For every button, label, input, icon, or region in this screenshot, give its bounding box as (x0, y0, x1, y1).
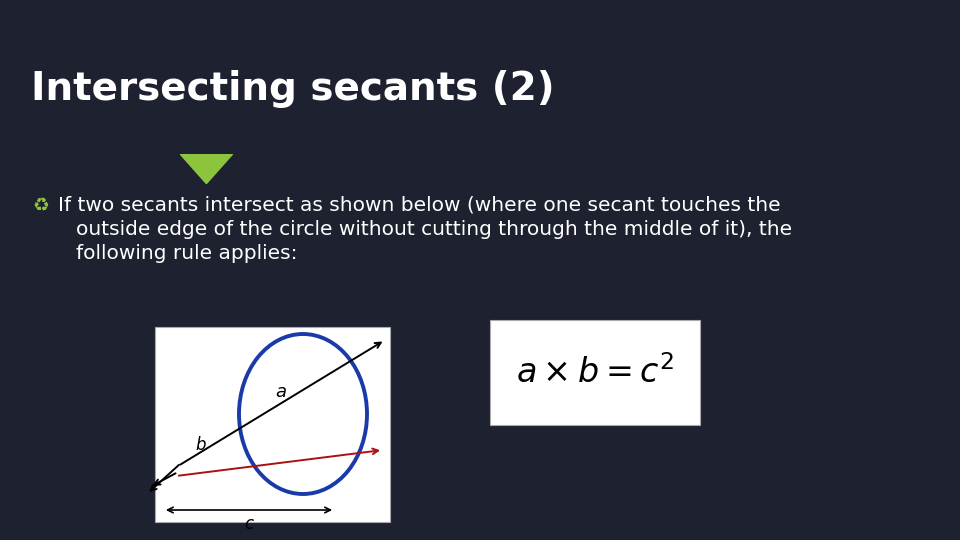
Text: ♻: ♻ (32, 196, 49, 215)
Text: $b$: $b$ (195, 436, 207, 454)
Text: $c$: $c$ (244, 516, 254, 533)
Bar (490, 320, 700, 425)
Bar (155, 327, 390, 522)
Text: If two secants intersect as shown below (where one secant touches the: If two secants intersect as shown below … (58, 196, 780, 215)
Text: outside edge of the circle without cutting through the middle of it), the: outside edge of the circle without cutti… (76, 220, 792, 239)
Text: following rule applies:: following rule applies: (76, 244, 298, 263)
Polygon shape (180, 154, 232, 184)
Text: $a$: $a$ (276, 383, 287, 401)
Text: $a \times b = c^2$: $a \times b = c^2$ (516, 355, 674, 390)
Text: Intersecting secants (2): Intersecting secants (2) (31, 70, 554, 108)
